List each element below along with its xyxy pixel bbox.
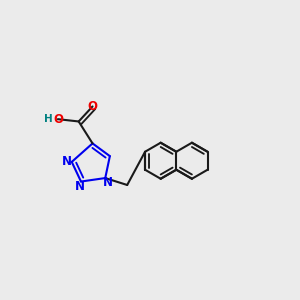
Text: N: N [62,155,72,168]
Text: N: N [103,176,112,189]
Text: O: O [53,113,63,126]
Text: N: N [75,180,85,193]
Text: O: O [88,100,98,113]
Text: H: H [44,114,52,124]
